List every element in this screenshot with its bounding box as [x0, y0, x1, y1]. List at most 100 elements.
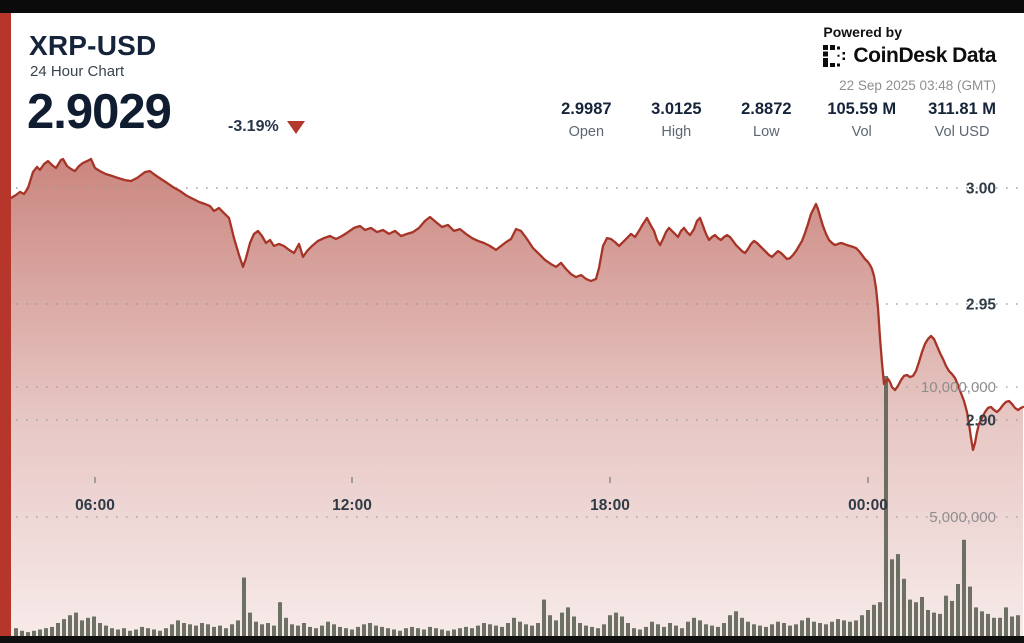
- volume-bar: [494, 625, 498, 636]
- volume-bar: [782, 623, 786, 636]
- volume-bar: [512, 617, 516, 636]
- volume-bar: [176, 620, 180, 636]
- price-area: [11, 159, 1023, 636]
- volume-bar: [590, 626, 594, 636]
- volume-bar: [746, 621, 750, 636]
- volume-bar: [470, 628, 474, 636]
- volume-bar: [560, 612, 564, 636]
- volume-bar: [584, 625, 588, 636]
- volume-bar: [770, 624, 774, 636]
- volume-bar: [242, 577, 246, 636]
- volume-bar: [128, 630, 132, 636]
- coindesk-logo: CoinDesk Data: [822, 44, 996, 68]
- volume-bar: [440, 629, 444, 636]
- volume-bar: [668, 623, 672, 636]
- volume-bar: [116, 629, 120, 636]
- volume-bar: [854, 620, 858, 636]
- volume-bar: [974, 607, 978, 636]
- volume-tick-label: 5,000,000: [929, 509, 996, 526]
- price-line: [9, 157, 1024, 452]
- volume-bar: [542, 599, 546, 636]
- volume-bar: [1010, 616, 1014, 636]
- volume-bar: [386, 628, 390, 636]
- bottom-axis-bar: [0, 636, 1024, 643]
- volume-bar: [326, 621, 330, 636]
- volume-bar: [932, 612, 936, 636]
- volume-tick-label: 10,000,000: [921, 379, 996, 396]
- volume-bar: [248, 612, 252, 636]
- volume-bar: [20, 630, 24, 636]
- volume-bar: [518, 621, 522, 636]
- price-change-value: -3.19%: [228, 118, 279, 135]
- volume-bar: [68, 615, 72, 636]
- stat-vol: 105.59 M Vol: [827, 100, 897, 140]
- volume-bar: [464, 626, 468, 636]
- volume-bar: [62, 619, 66, 636]
- volume-bar: [104, 625, 108, 636]
- volume-bar: [452, 629, 456, 636]
- volume-bar: [308, 626, 312, 636]
- volume-bar: [200, 623, 204, 636]
- volume-bar: [212, 626, 216, 636]
- price-tick-label: 3.00: [966, 181, 996, 198]
- volume-bar: [134, 629, 138, 636]
- volume-bar: [758, 625, 762, 636]
- volume-bar: [446, 630, 450, 636]
- volume-bar: [86, 617, 90, 636]
- volume-bar: [896, 554, 900, 636]
- volume-bar: [224, 628, 228, 636]
- volume-bar: [1016, 615, 1020, 636]
- volume-bar: [254, 621, 258, 636]
- volume-bar: [926, 610, 930, 636]
- volume-bar: [638, 629, 642, 636]
- volume-bar: [794, 624, 798, 636]
- volume-bar: [674, 625, 678, 636]
- volume-bar: [836, 619, 840, 636]
- time-tick-label: 18:00: [590, 497, 630, 514]
- volume-bar: [644, 626, 648, 636]
- volume-bar: [890, 559, 894, 636]
- volume-bar: [728, 615, 732, 636]
- volume-bar: [98, 623, 102, 636]
- volume-bar: [26, 632, 30, 636]
- volume-bar: [872, 604, 876, 636]
- volume-bar: [884, 376, 888, 636]
- volume-bar: [422, 629, 426, 636]
- volume-bar: [686, 621, 690, 636]
- volume-bar: [614, 612, 618, 636]
- volume-bar: [536, 623, 540, 636]
- volume-bar: [662, 626, 666, 636]
- volume-bar: [992, 617, 996, 636]
- time-tick-label: 06:00: [75, 497, 115, 514]
- volume-bar: [380, 626, 384, 636]
- volume-bar: [818, 623, 822, 636]
- volume-bar: [692, 617, 696, 636]
- volume-bar: [110, 628, 114, 636]
- timestamp: 22 Sep 2025 03:48 (GMT): [839, 78, 996, 93]
- volume-bar: [962, 539, 966, 636]
- volume-bar: [548, 615, 552, 636]
- volume-bar: [284, 617, 288, 636]
- volume-bar: [44, 628, 48, 636]
- volume-bar: [158, 630, 162, 636]
- volume-bar: [32, 630, 36, 636]
- volume-bar: [986, 613, 990, 636]
- volume-bar: [920, 597, 924, 636]
- volume-bar: [38, 629, 42, 636]
- volume-bar: [776, 621, 780, 636]
- volume-bar: [302, 623, 306, 636]
- volume-bar: [92, 616, 96, 636]
- volume-bar: [608, 615, 612, 636]
- volume-bar: [74, 612, 78, 636]
- volume-bar: [410, 626, 414, 636]
- volume-bar: [878, 602, 882, 636]
- time-tick-label: 00:00: [848, 497, 888, 514]
- volume-bar: [356, 626, 360, 636]
- volume-bar: [710, 625, 714, 636]
- volume-bar: [122, 628, 126, 636]
- volume-bar: [14, 628, 18, 636]
- volume-bar: [914, 602, 918, 636]
- volume-bar: [1004, 607, 1008, 636]
